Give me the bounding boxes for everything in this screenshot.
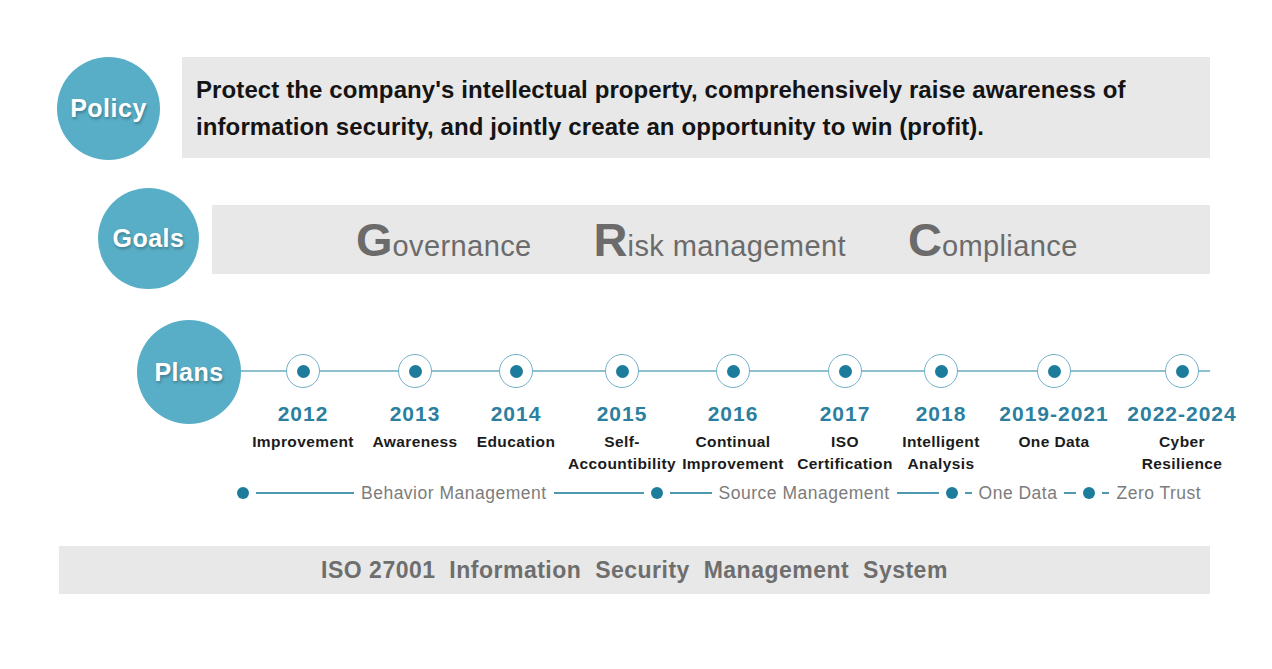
goal-risk-management: Risk management [594,215,846,265]
timeline-node [499,354,533,388]
phase-zero-trust: Zero Trust [1116,483,1201,504]
timeline-node-dot [409,365,422,378]
timeline-node [828,354,862,388]
plans-circle: Plans [137,320,241,424]
timeline-node-dot [510,365,523,378]
footer-bar: ISO 27001 Information Security Managemen… [59,546,1210,594]
milestone-year: 2019-2021 [984,402,1124,426]
goal-compliance-rest: ompliance [942,230,1078,263]
phase-dot [946,487,958,499]
timeline-node [1037,354,1071,388]
timeline-node-dot [616,365,629,378]
policy-statement-bar: Protect the company's intellectual prope… [182,57,1210,158]
iso-27001-title: ISO 27001 Information Security Managemen… [321,557,948,584]
policy-circle: Policy [57,57,160,160]
policy-statement-line-1: Protect the company's intellectual prope… [196,71,1190,108]
goal-governance-rest: overnance [393,230,532,263]
phase-dot [1083,487,1095,499]
goal-risk-rest: isk management [628,230,846,263]
goals-bar: Governance Risk management Compliance [212,205,1210,274]
phase-row: Behavior Management Source Management On… [237,483,1201,503]
phase-dot [237,487,249,499]
phase-line [256,492,354,494]
goals-circle: Goals [98,188,199,289]
phase-source-management: Source Management [719,483,890,504]
timeline-node-dot [727,365,740,378]
timeline-node [605,354,639,388]
timeline-node-dot [1048,365,1061,378]
timeline-node [286,354,320,388]
security-roadmap-infographic: Policy Protect the company's intellectua… [0,0,1272,669]
phase-line [1064,492,1076,494]
timeline-node [398,354,432,388]
policy-statement-line-2: information security, and jointly create… [196,108,1190,145]
goal-governance-initial: G [356,215,393,265]
timeline-node-dot [935,365,948,378]
goal-governance: Governance [356,215,532,265]
phase-dot [651,487,663,499]
phase-line [554,492,644,494]
timeline-node [924,354,958,388]
phase-line [897,492,939,494]
phase-line [1102,492,1109,494]
phase-behavior-management: Behavior Management [361,483,547,504]
plans-circle-label: Plans [154,358,223,387]
milestone-year: 2022-2024 [1112,402,1252,426]
phase-one-data: One Data [979,483,1058,504]
phase-line [965,492,972,494]
timeline-node [716,354,750,388]
milestone-label: Cyber Resilience [1107,431,1257,475]
goal-risk-initial: R [594,215,628,265]
goal-compliance: Compliance [908,215,1078,265]
timeline-node-dot [1176,365,1189,378]
phase-line [670,492,712,494]
goals-circle-label: Goals [113,224,185,253]
timeline-node-dot [297,365,310,378]
policy-circle-label: Policy [70,94,147,123]
timeline-node-dot [839,365,852,378]
goal-compliance-initial: C [908,215,942,265]
timeline-node [1165,354,1199,388]
